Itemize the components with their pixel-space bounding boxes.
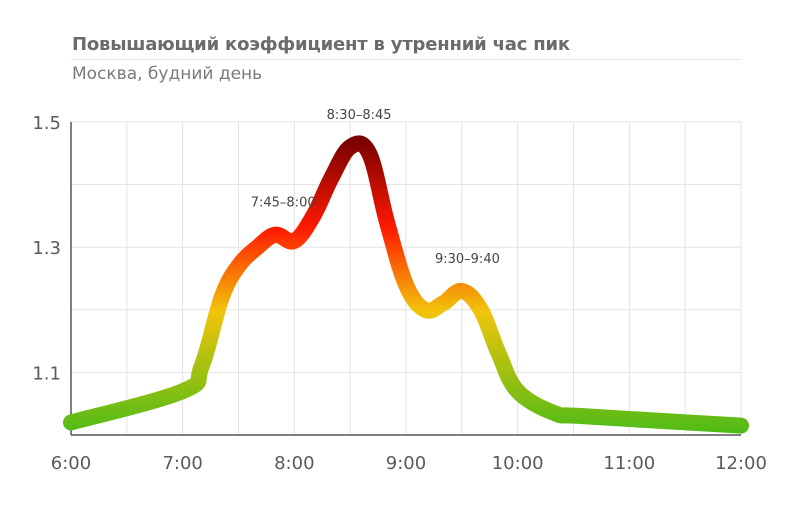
tick-labels: 6:00 7:00 8:00 9:00 10:00 11:00 12:00 1.1 1.3 1.5 — [32, 113, 767, 474]
series-layer — [63, 135, 749, 434]
x-tick-label: 11:00 — [603, 453, 655, 474]
y-tick-label: 1.5 — [32, 113, 61, 134]
annotation-label: 9:30–9:40 — [435, 252, 500, 267]
x-tick-label: 8:00 — [274, 453, 314, 474]
y-tick-label: 1.3 — [32, 238, 61, 259]
axes — [70, 122, 741, 436]
x-tick-label: 7:00 — [162, 453, 202, 474]
x-tick-label: 9:00 — [386, 453, 426, 474]
annotations: 7:45–8:00 8:30–8:45 9:30–9:40 — [251, 108, 500, 267]
series-line — [63, 135, 749, 434]
x-tick-label: 10:00 — [492, 453, 544, 474]
annotation-label: 7:45–8:00 — [251, 195, 316, 210]
chart-subtitle: Москва, будний день — [72, 64, 263, 84]
chart-title: Повышающий коэффициент в утренний час пи… — [72, 34, 570, 55]
x-tick-label: 6:00 — [51, 453, 91, 474]
grid — [70, 58, 742, 435]
x-tick-label: 12:00 — [715, 453, 767, 474]
y-tick-label: 1.1 — [32, 363, 61, 384]
annotation-label: 8:30–8:45 — [327, 108, 392, 123]
